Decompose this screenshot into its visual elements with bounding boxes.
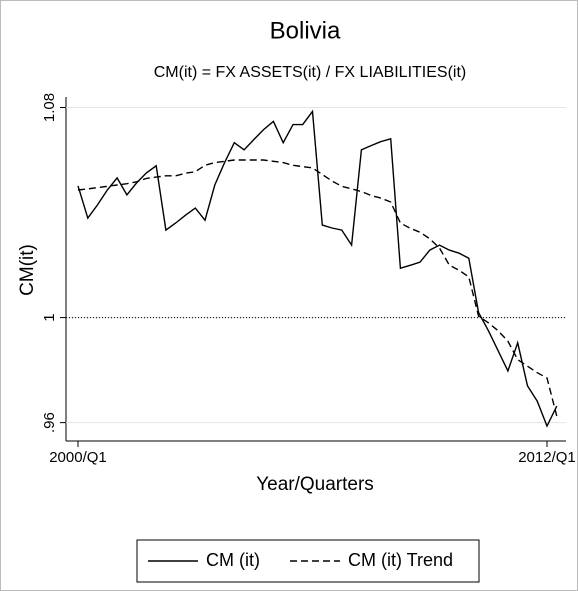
chart-subtitle: CM(it) = FX ASSETS(it) / FX LIABILITIES(… [154,64,467,81]
x-axis-title: Year/Quarters [256,474,374,495]
x-tick-label: 2000/Q1 [49,449,107,466]
y-tick-label: .96 [41,412,58,433]
y-tick-label: 1.08 [41,93,58,122]
y-axis-title: CM(it) [17,244,38,296]
y-tick-label: 1 [41,313,58,321]
chart-title: Bolivia [270,17,341,44]
legend-label: CM (it) [206,550,260,570]
legend-label: CM (it) Trend [348,550,453,570]
x-tick-label: 2012/Q1 [518,449,576,466]
series-line [77,159,558,417]
